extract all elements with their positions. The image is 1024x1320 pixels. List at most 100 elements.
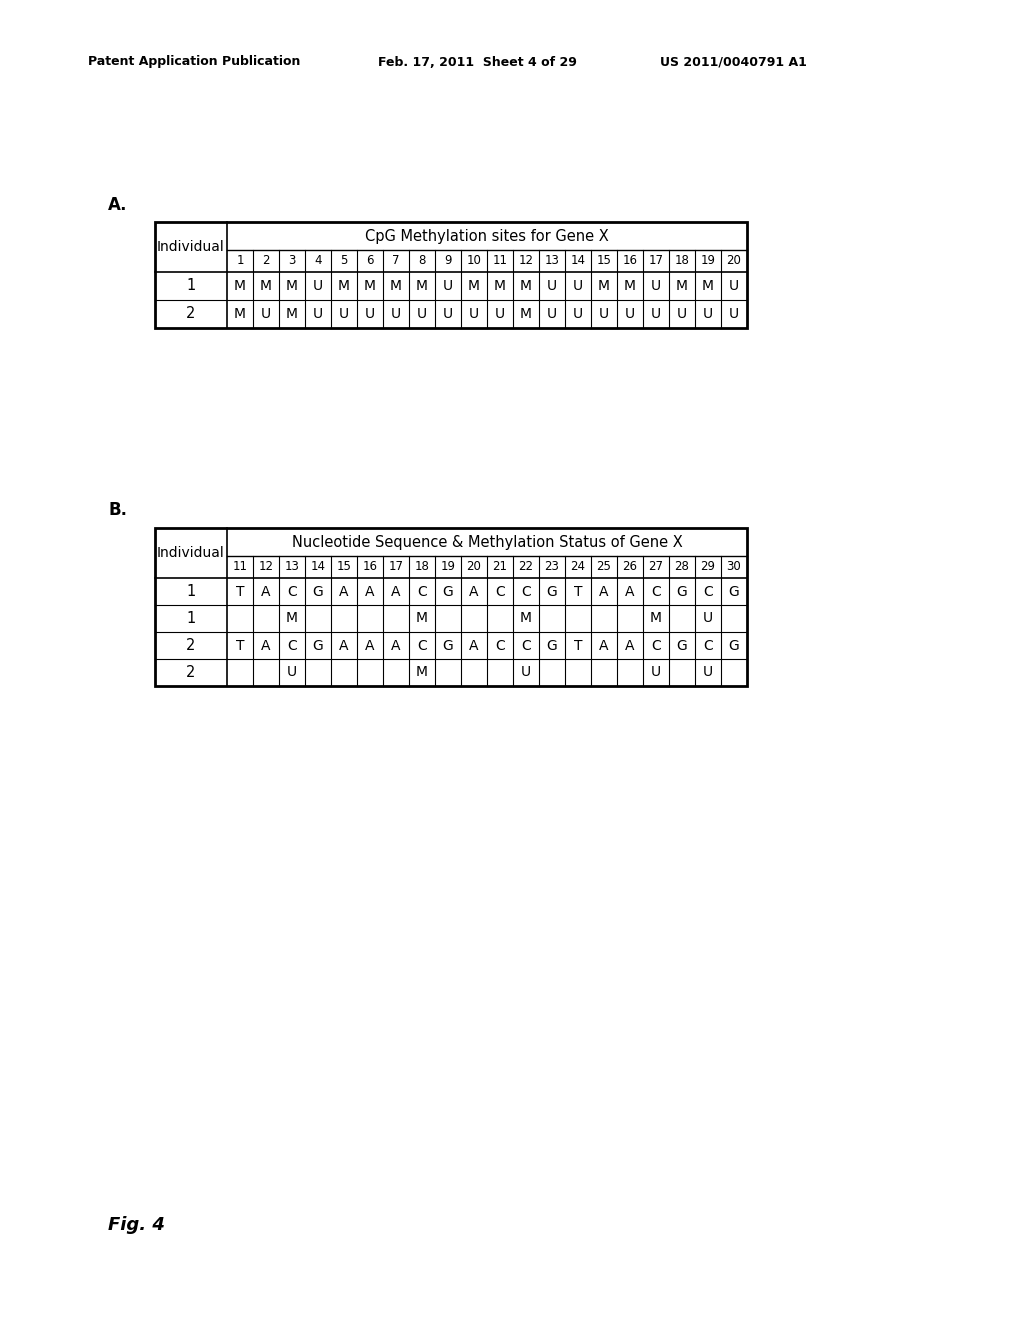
Text: 16: 16: [362, 561, 378, 573]
Text: U: U: [573, 308, 583, 321]
Text: Patent Application Publication: Patent Application Publication: [88, 55, 300, 69]
Text: A: A: [339, 585, 349, 598]
Text: 18: 18: [415, 561, 429, 573]
Text: C: C: [496, 639, 505, 652]
Text: U: U: [651, 308, 662, 321]
Text: 20: 20: [727, 255, 741, 268]
Text: 1: 1: [186, 611, 196, 626]
Text: U: U: [495, 308, 505, 321]
Text: C: C: [521, 639, 530, 652]
Text: 9: 9: [444, 255, 452, 268]
Text: 19: 19: [440, 561, 456, 573]
Text: 25: 25: [597, 561, 611, 573]
Text: C: C: [417, 639, 427, 652]
Text: 24: 24: [570, 561, 586, 573]
Text: M: M: [520, 279, 532, 293]
Text: C: C: [287, 585, 297, 598]
Bar: [155, 222, 746, 327]
Text: T: T: [573, 639, 583, 652]
Text: G: G: [442, 585, 454, 598]
Text: G: G: [729, 639, 739, 652]
Text: U: U: [677, 308, 687, 321]
Text: T: T: [236, 585, 245, 598]
Text: M: M: [416, 279, 428, 293]
Text: 23: 23: [545, 561, 559, 573]
Text: U: U: [651, 665, 662, 680]
Bar: [155, 528, 746, 686]
Text: C: C: [417, 585, 427, 598]
Text: U: U: [625, 308, 635, 321]
Text: A: A: [391, 585, 400, 598]
Text: M: M: [390, 279, 402, 293]
Text: C: C: [651, 639, 660, 652]
Text: 22: 22: [518, 561, 534, 573]
Text: U: U: [702, 308, 713, 321]
Text: M: M: [650, 611, 662, 626]
Text: U: U: [573, 279, 583, 293]
Text: M: M: [286, 611, 298, 626]
Text: Fig. 4: Fig. 4: [108, 1216, 165, 1234]
Text: M: M: [702, 279, 714, 293]
Text: U: U: [313, 308, 323, 321]
Text: U: U: [443, 279, 453, 293]
Text: U: U: [469, 308, 479, 321]
Text: 3: 3: [289, 255, 296, 268]
Text: G: G: [547, 639, 557, 652]
Text: 1: 1: [186, 583, 196, 599]
Text: 18: 18: [675, 255, 689, 268]
Text: C: C: [703, 585, 713, 598]
Text: C: C: [703, 639, 713, 652]
Text: 6: 6: [367, 255, 374, 268]
Text: 13: 13: [545, 255, 559, 268]
Text: A: A: [366, 639, 375, 652]
Text: 15: 15: [597, 255, 611, 268]
Text: 12: 12: [258, 561, 273, 573]
Text: M: M: [416, 665, 428, 680]
Text: 10: 10: [467, 255, 481, 268]
Text: A: A: [391, 639, 400, 652]
Text: G: G: [442, 639, 454, 652]
Text: 8: 8: [419, 255, 426, 268]
Text: U: U: [261, 308, 271, 321]
Text: M: M: [676, 279, 688, 293]
Text: 2: 2: [186, 665, 196, 680]
Text: M: M: [260, 279, 272, 293]
Text: 17: 17: [388, 561, 403, 573]
Text: G: G: [547, 585, 557, 598]
Text: 13: 13: [285, 561, 299, 573]
Text: 2: 2: [186, 306, 196, 322]
Text: U: U: [702, 665, 713, 680]
Text: U: U: [547, 279, 557, 293]
Text: M: M: [624, 279, 636, 293]
Text: Feb. 17, 2011  Sheet 4 of 29: Feb. 17, 2011 Sheet 4 of 29: [378, 55, 577, 69]
Text: 27: 27: [648, 561, 664, 573]
Text: 4: 4: [314, 255, 322, 268]
Text: 2: 2: [186, 638, 196, 653]
Text: B.: B.: [108, 502, 127, 519]
Text: US 2011/0040791 A1: US 2011/0040791 A1: [660, 55, 807, 69]
Text: U: U: [391, 308, 401, 321]
Text: M: M: [286, 279, 298, 293]
Text: U: U: [521, 665, 531, 680]
Text: C: C: [287, 639, 297, 652]
Text: Individual: Individual: [157, 240, 225, 253]
Text: 21: 21: [493, 561, 508, 573]
Text: CpG Methylation sites for Gene X: CpG Methylation sites for Gene X: [366, 228, 609, 243]
Text: U: U: [339, 308, 349, 321]
Text: 11: 11: [493, 255, 508, 268]
Text: 1: 1: [237, 255, 244, 268]
Text: M: M: [520, 308, 532, 321]
Text: M: M: [338, 279, 350, 293]
Text: 14: 14: [570, 255, 586, 268]
Text: M: M: [234, 308, 246, 321]
Text: U: U: [313, 279, 323, 293]
Text: U: U: [547, 308, 557, 321]
Text: G: G: [677, 585, 687, 598]
Text: 20: 20: [467, 561, 481, 573]
Text: M: M: [234, 279, 246, 293]
Text: A: A: [261, 639, 270, 652]
Text: 29: 29: [700, 561, 716, 573]
Text: M: M: [416, 611, 428, 626]
Text: U: U: [443, 308, 453, 321]
Text: A: A: [366, 585, 375, 598]
